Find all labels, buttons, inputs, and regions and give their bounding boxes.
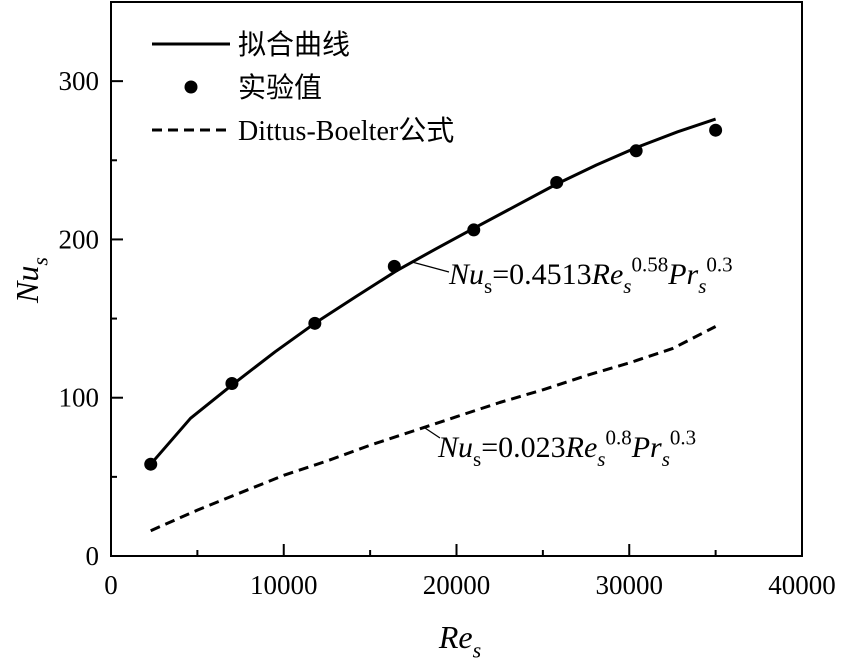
y-tick-label: 300 — [59, 66, 100, 96]
dittus-boelter-equation-part-8: 0.3 — [670, 425, 696, 449]
data-point — [387, 259, 401, 273]
dittus-boelter-equation-part-3: Re — [565, 431, 598, 464]
y-tick-label: 200 — [59, 224, 100, 254]
fit-equation-part-8: 0.3 — [706, 252, 732, 276]
annotation-leader — [411, 261, 450, 273]
series-group — [144, 117, 723, 533]
dittus-boelter-equation-part-0: Nu — [437, 431, 473, 464]
dittus-boelter-equation-part-7: s — [662, 447, 670, 471]
y-axis-label-part-0: Nu — [9, 266, 45, 304]
x-tick-label: 10000 — [250, 570, 318, 600]
dittus-boelter-equation-part-5: 0.8 — [605, 425, 631, 449]
data-point — [144, 457, 158, 471]
dittus-boelter-equation: Nus=0.023Res0.8Prs0.3 — [437, 425, 696, 471]
data-point — [709, 123, 723, 137]
data-point — [308, 316, 322, 330]
fit-equation-part-5: 0.58 — [631, 252, 668, 276]
x-axis-label-part-0: Re — [438, 619, 473, 655]
fit-equation-part-6: Pr — [667, 258, 698, 291]
dittus-boelter-equation-part-6: Pr — [631, 431, 662, 464]
fit-equation-part-0: Nu — [448, 258, 484, 291]
x-tick-label: 0 — [104, 570, 118, 600]
dittus-boelter-equation-part-1: s — [473, 447, 481, 471]
y-axis-label: Nus — [9, 257, 53, 304]
fit-equation-part-7: s — [698, 274, 706, 298]
axis-ticks: 0 10000 20000 30000 40000 0 100 200 300 — [59, 66, 836, 600]
fit-equation-part-2: =0.4513 — [492, 258, 591, 291]
dittus-boelter-equation-part-2: =0.023 — [481, 431, 565, 464]
y-axis-label-part-1: s — [28, 257, 53, 266]
fit-equation-part-1: s — [484, 274, 492, 298]
fit-equation: Nus=0.4513Res0.58Prs0.3 — [448, 252, 733, 298]
data-point — [550, 175, 564, 189]
y-tick-label: 0 — [86, 541, 100, 571]
annotation-leader — [424, 427, 441, 439]
dittus-boelter-line — [150, 325, 717, 533]
x-axis-label-part-1: s — [473, 638, 482, 663]
x-tick-label: 20000 — [423, 570, 491, 600]
data-point — [467, 223, 481, 237]
x-axis-label: Res — [438, 619, 481, 663]
dittus-boelter-equation-part-4: s — [597, 447, 605, 471]
legend-label: 拟合曲线 — [238, 29, 350, 61]
data-point — [225, 376, 239, 390]
legend-marker-swatch — [184, 80, 198, 94]
annotations: Nus=0.4513Res0.58Prs0.3Nus=0.023Res0.8Pr… — [411, 252, 733, 471]
x-tick-label: 40000 — [768, 570, 836, 600]
legend-label: Dittus-Boelter公式 — [238, 115, 454, 147]
fit-equation-part-3: Re — [591, 258, 624, 291]
fit-curve-line — [149, 117, 717, 466]
x-tick-label: 30000 — [596, 570, 664, 600]
legend-label: 实验值 — [238, 72, 322, 104]
data-point — [629, 144, 643, 158]
y-tick-label: 100 — [59, 383, 100, 413]
fit-equation-part-4: s — [623, 274, 631, 298]
